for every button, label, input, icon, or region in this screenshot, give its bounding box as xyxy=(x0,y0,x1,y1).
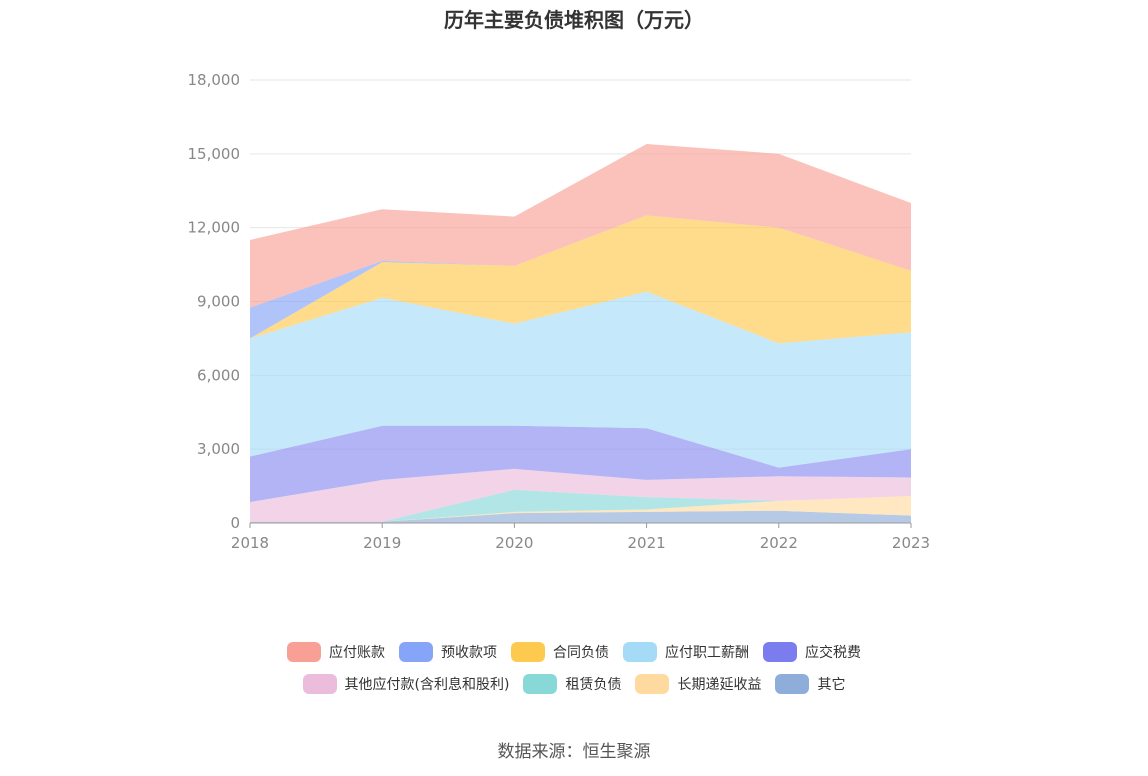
legend-label: 其他应付款(含利息和股利) xyxy=(344,677,510,693)
legend-label: 长期递延收益 xyxy=(677,677,762,693)
series-area xyxy=(250,495,911,522)
legend-label: 应交税费 xyxy=(805,645,861,661)
legend-swatch xyxy=(302,674,337,694)
series-area xyxy=(250,215,911,344)
legend-item[interactable]: 租赁负债 xyxy=(523,672,621,696)
x-tick-label: 2021 xyxy=(628,534,666,552)
legend-label: 其它 xyxy=(817,677,846,693)
chart-legend: 应付账款 预收款项 合同负债 应付职工薪酬 应交税费 其他应付款(含利息和股利) 租赁负债… xyxy=(0,640,1148,704)
legend-swatch xyxy=(399,642,433,662)
series-area xyxy=(250,468,911,522)
legend-swatch xyxy=(775,674,810,694)
stacked-area-chart: 0 3,000 6,000 9,000 12,000 15,000 18,000 2018 20… xyxy=(188,71,931,552)
legend-label: 应付职工薪酬 xyxy=(665,645,749,661)
legend-item[interactable]: 应付账款 xyxy=(287,640,385,664)
y-tick-label: 6,000 xyxy=(197,366,240,384)
y-tick-label: 12,000 xyxy=(188,219,241,237)
x-tick-label: 2018 xyxy=(231,534,269,552)
series-area xyxy=(250,143,911,308)
legend-item[interactable]: 应交税费 xyxy=(763,640,861,664)
legend-label: 合同负债 xyxy=(553,645,609,661)
legend-item[interactable]: 长期递延收益 xyxy=(635,672,761,696)
x-tick-label: 2020 xyxy=(495,534,533,552)
legend-item[interactable]: 合同负债 xyxy=(511,640,609,664)
data-source: 数据来源：恒生聚源 xyxy=(497,742,651,762)
chart-title: 历年主要负债堆积图（万元） xyxy=(444,8,704,32)
x-tick-label: 2023 xyxy=(892,534,930,552)
legend-item[interactable]: 其他应付款(含利息和股利) xyxy=(302,672,510,696)
legend-row: 其他应付款(含利息和股利) 租赁负债 长期递延收益 其它 xyxy=(0,672,1148,696)
legend-label: 预收款项 xyxy=(441,645,497,661)
legend-item[interactable]: 应付职工薪酬 xyxy=(623,640,749,664)
legend-swatch xyxy=(287,642,321,662)
legend-item[interactable]: 其它 xyxy=(775,672,845,696)
legend-item[interactable]: 预收款项 xyxy=(399,640,497,664)
x-tick-label: 2022 xyxy=(760,534,798,552)
y-tick-label: 0 xyxy=(230,514,240,532)
series-area xyxy=(250,489,911,522)
legend-swatch xyxy=(635,674,670,694)
legend-swatch xyxy=(511,642,545,662)
legend-swatch xyxy=(763,642,797,662)
legend-label: 租赁负债 xyxy=(565,677,622,693)
series-area xyxy=(250,510,911,523)
y-tick-label: 3,000 xyxy=(197,440,240,458)
y-tick-label: 18,000 xyxy=(188,71,241,89)
series-area xyxy=(250,425,911,503)
y-tick-label: 15,000 xyxy=(188,145,241,163)
legend-swatch xyxy=(523,674,558,694)
legend-row: 应付账款 预收款项 合同负债 应付职工薪酬 应交税费 xyxy=(0,640,1148,664)
axes: 0 3,000 6,000 9,000 12,000 15,000 18,000 2018 20… xyxy=(188,71,931,552)
legend-swatch xyxy=(623,642,657,662)
legend-label: 应付账款 xyxy=(329,645,385,661)
y-tick-label: 9,000 xyxy=(197,293,240,311)
series-area xyxy=(250,291,911,468)
area-series xyxy=(250,143,911,523)
x-tick-label: 2019 xyxy=(363,534,401,552)
